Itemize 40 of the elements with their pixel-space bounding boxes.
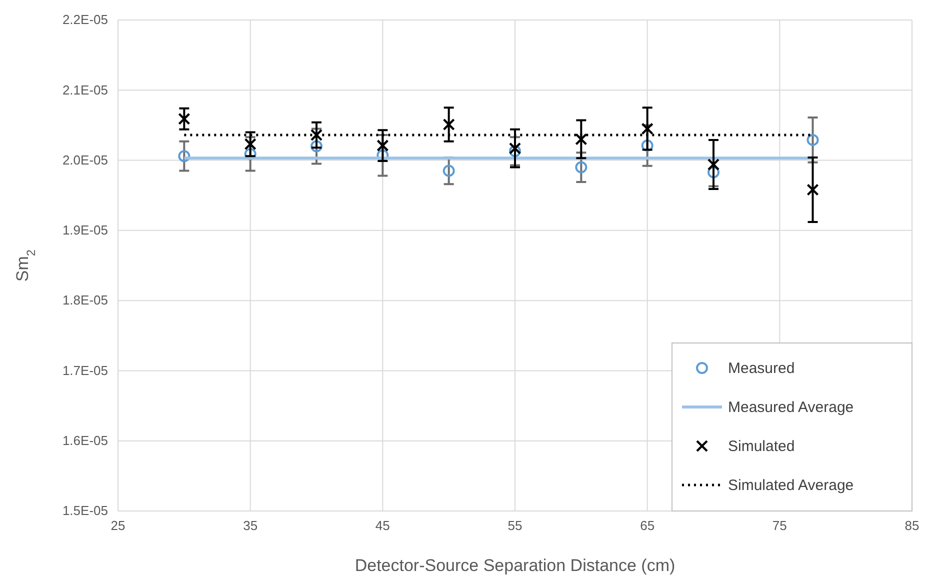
y-tick-label: 2.1E-05 — [62, 82, 108, 98]
point — [509, 145, 521, 158]
y-tick-label: 1.6E-05 — [62, 433, 108, 448]
x-tick-label: 65 — [640, 518, 655, 534]
point — [244, 148, 256, 160]
y-tick-label: 1.9E-05 — [62, 222, 108, 238]
x-tick-label: 45 — [375, 518, 390, 534]
y-tick-label: 1.5E-05 — [62, 503, 108, 518]
point — [310, 140, 322, 152]
x-tick-label: 55 — [508, 518, 522, 534]
point — [508, 142, 522, 154]
point — [310, 128, 323, 142]
x-tick-label: 25 — [110, 518, 126, 534]
point — [707, 158, 720, 171]
x-tick-label: 75 — [772, 518, 787, 534]
point — [442, 164, 455, 177]
x-axis-title: Detector-Source Separation Distance (cm) — [354, 556, 676, 575]
point — [806, 184, 819, 196]
point — [708, 166, 720, 178]
y-tick-label: 2.2E-05 — [62, 12, 108, 28]
point — [178, 112, 190, 125]
legend-label: Measured — [728, 360, 795, 377]
point — [178, 150, 190, 162]
x-tick-label: 35 — [243, 518, 258, 534]
point — [575, 133, 588, 146]
point — [641, 122, 654, 135]
point — [641, 140, 654, 152]
x-tick-label: 85 — [904, 518, 920, 534]
y-tick-label: 1.7E-05 — [62, 362, 108, 378]
point — [376, 149, 389, 162]
y-tick-label: 2.0E-05 — [62, 152, 108, 168]
point — [376, 139, 389, 152]
y-tick-label: 1.8E-05 — [62, 292, 108, 308]
legend-label: Simulated Average — [728, 477, 854, 494]
point — [244, 138, 256, 150]
point — [806, 134, 819, 146]
legend-label: Measured Average — [728, 399, 854, 416]
point — [575, 161, 588, 174]
legend-label: Simulated — [728, 438, 795, 455]
point — [442, 118, 455, 131]
